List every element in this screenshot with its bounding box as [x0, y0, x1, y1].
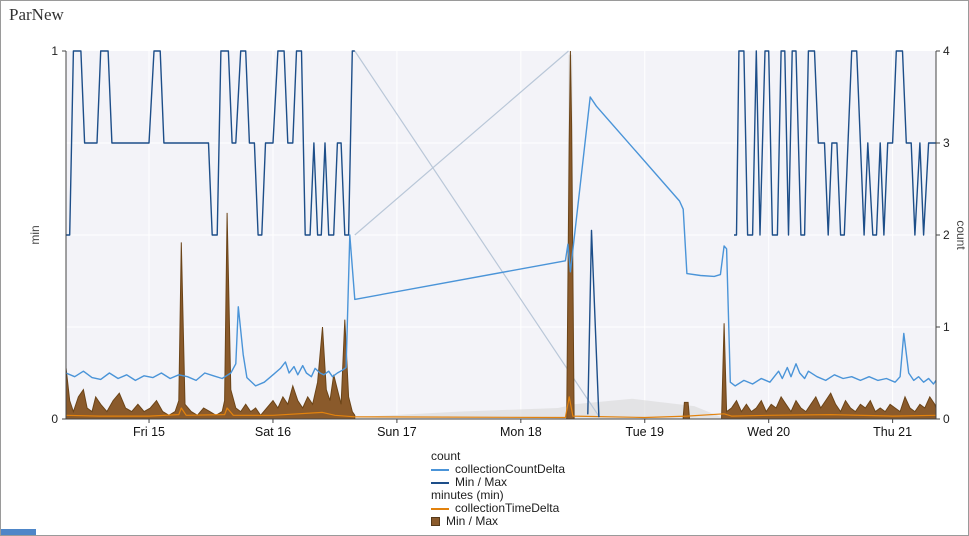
left-axis-tick-label: 0	[51, 412, 58, 426]
left-axis-title: min	[28, 225, 42, 244]
x-axis-tick-label: Thu 21	[873, 425, 912, 439]
series-gap-interpolation-lines	[354, 50, 600, 417]
chart-legend: count collectionCountDelta Min / Max min…	[431, 450, 565, 528]
series-minmax-count	[66, 50, 355, 236]
legend-group-title: count	[431, 449, 461, 463]
legend-group-count: count	[431, 450, 565, 463]
legend-item-collectioncountdelta: collectionCountDelta	[431, 463, 565, 476]
left-axis-tick-label: 1	[51, 44, 58, 58]
series-minmax-minutes	[65, 212, 356, 420]
x-axis-tick-label: Fri 15	[133, 425, 165, 439]
right-axis-tick-label: 3	[943, 136, 950, 150]
x-axis-tick-label: Wed 20	[747, 425, 790, 439]
series-minmax-count	[734, 50, 936, 236]
legend-item-label: Min / Max	[446, 514, 499, 528]
legend-item-minmax-minutes: Min / Max	[431, 515, 565, 528]
legend-group-minutes: minutes (min)	[431, 489, 565, 502]
line-swatch-icon	[431, 481, 449, 484]
area-swatch-icon	[431, 517, 440, 526]
line-swatch-icon	[431, 468, 449, 471]
chart-title: ParNew	[9, 5, 64, 24]
legend-item-label: Min / Max	[455, 475, 508, 489]
x-axis-tick-label: Sat 16	[255, 425, 291, 439]
legend-item-label: collectionCountDelta	[455, 462, 566, 476]
line-swatch-icon	[431, 507, 449, 510]
series-minmax-count	[587, 229, 600, 418]
legend-item-label: collectionTimeDelta	[455, 501, 560, 515]
legend-group-title: minutes (min)	[431, 488, 504, 502]
right-axis-title: count	[954, 220, 968, 250]
right-axis-tick-label: 4	[943, 44, 950, 58]
legend-item-minmax-count: Min / Max	[431, 476, 565, 489]
horizontal-scrollbar-thumb[interactable]	[1, 529, 36, 535]
series-collection-count-delta	[65, 96, 937, 387]
x-axis-tick-label: Sun 17	[377, 425, 417, 439]
right-axis-tick-label: 0	[943, 412, 950, 426]
legend-item-collectiontimedelta: collectionTimeDelta	[431, 502, 565, 515]
series-collection-time-delta	[65, 396, 937, 419]
series-gap-interpolation-lines	[354, 50, 569, 236]
x-axis-tick-label: Tue 19	[626, 425, 665, 439]
right-axis-tick-label: 2	[943, 228, 950, 242]
series-minmax-minutes	[721, 323, 937, 420]
parnew-chart-svg: 0 1 0 1 2 3 4 Fri 15 Sat 16 Sun 17 Mon 18 Tue 19 Wed…	[28, 44, 968, 439]
right-axis-tick-label: 1	[943, 320, 950, 334]
x-axis-tick-label: Mon 18	[500, 425, 542, 439]
